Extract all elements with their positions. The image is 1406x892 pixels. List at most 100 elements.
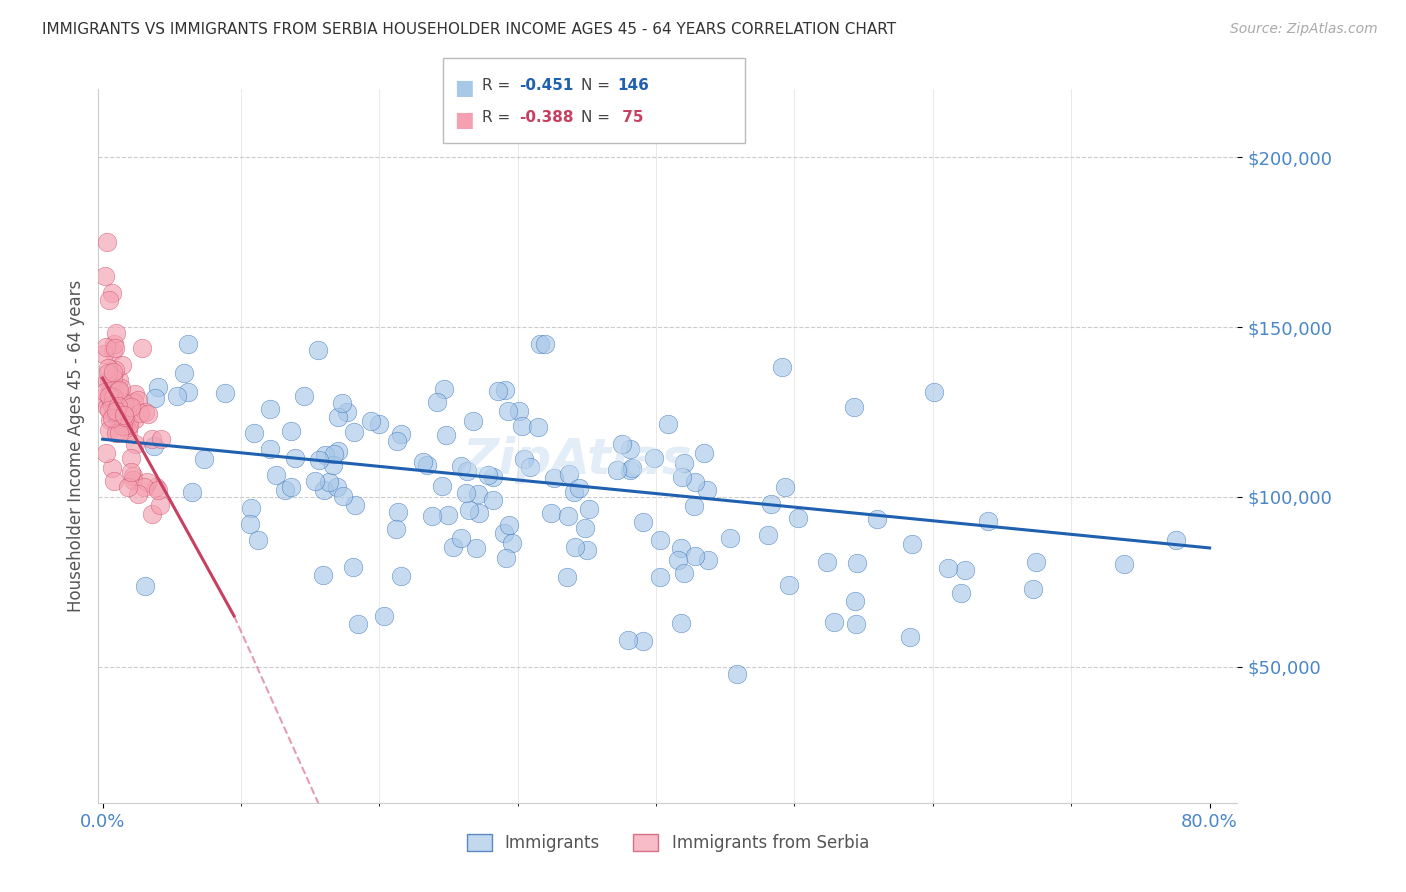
Point	[96, 374, 118, 388]
Point	[949, 586, 972, 600]
Point	[562, 484, 585, 499]
Point	[259, 402, 281, 417]
Point	[124, 387, 146, 401]
Point	[108, 425, 131, 440]
Point	[122, 395, 145, 409]
Point	[575, 543, 598, 558]
Point	[129, 406, 152, 420]
Point	[105, 425, 128, 440]
Point	[844, 594, 866, 608]
Point	[426, 394, 449, 409]
Point	[308, 343, 330, 358]
Point	[756, 528, 779, 542]
Point	[845, 616, 868, 631]
Point	[486, 384, 509, 398]
Point	[103, 405, 125, 419]
Point	[498, 404, 520, 418]
Point	[103, 392, 125, 406]
Point	[343, 425, 366, 439]
Point	[114, 417, 136, 432]
Point	[616, 633, 638, 648]
Point	[437, 508, 460, 523]
Point	[529, 337, 551, 351]
Point	[284, 450, 307, 465]
Point	[696, 483, 718, 497]
Point	[120, 450, 142, 465]
Point	[176, 384, 198, 399]
Point	[519, 460, 541, 475]
Point	[312, 483, 335, 497]
Point	[96, 400, 118, 414]
Point	[619, 442, 641, 457]
Point	[132, 480, 155, 494]
Point	[98, 391, 121, 405]
Point	[136, 475, 159, 489]
Point	[143, 439, 166, 453]
Point	[343, 498, 366, 512]
Point	[94, 446, 117, 460]
Point	[657, 417, 679, 431]
Point	[360, 415, 382, 429]
Point	[120, 465, 142, 479]
Point	[672, 456, 695, 470]
Point	[166, 389, 188, 403]
Point	[557, 467, 579, 482]
Point	[323, 447, 346, 461]
Point	[953, 563, 976, 577]
Point	[124, 437, 146, 451]
Point	[683, 499, 706, 513]
Point	[110, 381, 132, 395]
Point	[103, 337, 125, 351]
Point	[96, 235, 118, 249]
Point	[91, 392, 114, 406]
Point	[239, 501, 262, 516]
Point	[143, 391, 166, 405]
Point	[770, 360, 793, 375]
Point	[97, 366, 120, 380]
Point	[104, 341, 127, 355]
Point	[648, 570, 671, 584]
Text: ■: ■	[454, 110, 474, 129]
Point	[326, 409, 349, 424]
Point	[94, 340, 117, 354]
Point	[492, 525, 515, 540]
Point	[121, 473, 143, 487]
Point	[111, 359, 134, 373]
Point	[633, 633, 655, 648]
Point	[101, 460, 124, 475]
Point	[104, 404, 127, 418]
Point	[107, 399, 129, 413]
Point	[105, 401, 128, 415]
Point	[672, 566, 695, 580]
Point	[564, 540, 586, 554]
Point	[787, 510, 810, 524]
Point	[97, 360, 120, 375]
Point	[100, 383, 122, 397]
Point	[100, 285, 122, 300]
Point	[477, 468, 499, 483]
Point	[259, 442, 281, 457]
Text: R =: R =	[482, 78, 516, 93]
Point	[273, 483, 295, 497]
Point	[936, 561, 959, 575]
Point	[149, 498, 172, 512]
Point	[97, 388, 120, 402]
Text: R =: R =	[482, 110, 516, 125]
Point	[98, 293, 121, 307]
Point	[114, 409, 136, 424]
Point	[326, 443, 349, 458]
Point	[98, 403, 121, 417]
Point	[107, 384, 129, 398]
Point	[759, 497, 782, 511]
Point	[141, 432, 163, 446]
Text: ZipAtlas: ZipAtlas	[463, 436, 692, 484]
Point	[314, 449, 336, 463]
Point	[104, 326, 127, 340]
Point	[304, 474, 326, 488]
Legend: Immigrants, Immigrants from Serbia: Immigrants, Immigrants from Serbia	[460, 827, 876, 859]
Point	[107, 412, 129, 426]
Point	[332, 489, 354, 503]
Point	[718, 531, 741, 545]
Point	[322, 458, 344, 472]
Point	[239, 517, 262, 532]
